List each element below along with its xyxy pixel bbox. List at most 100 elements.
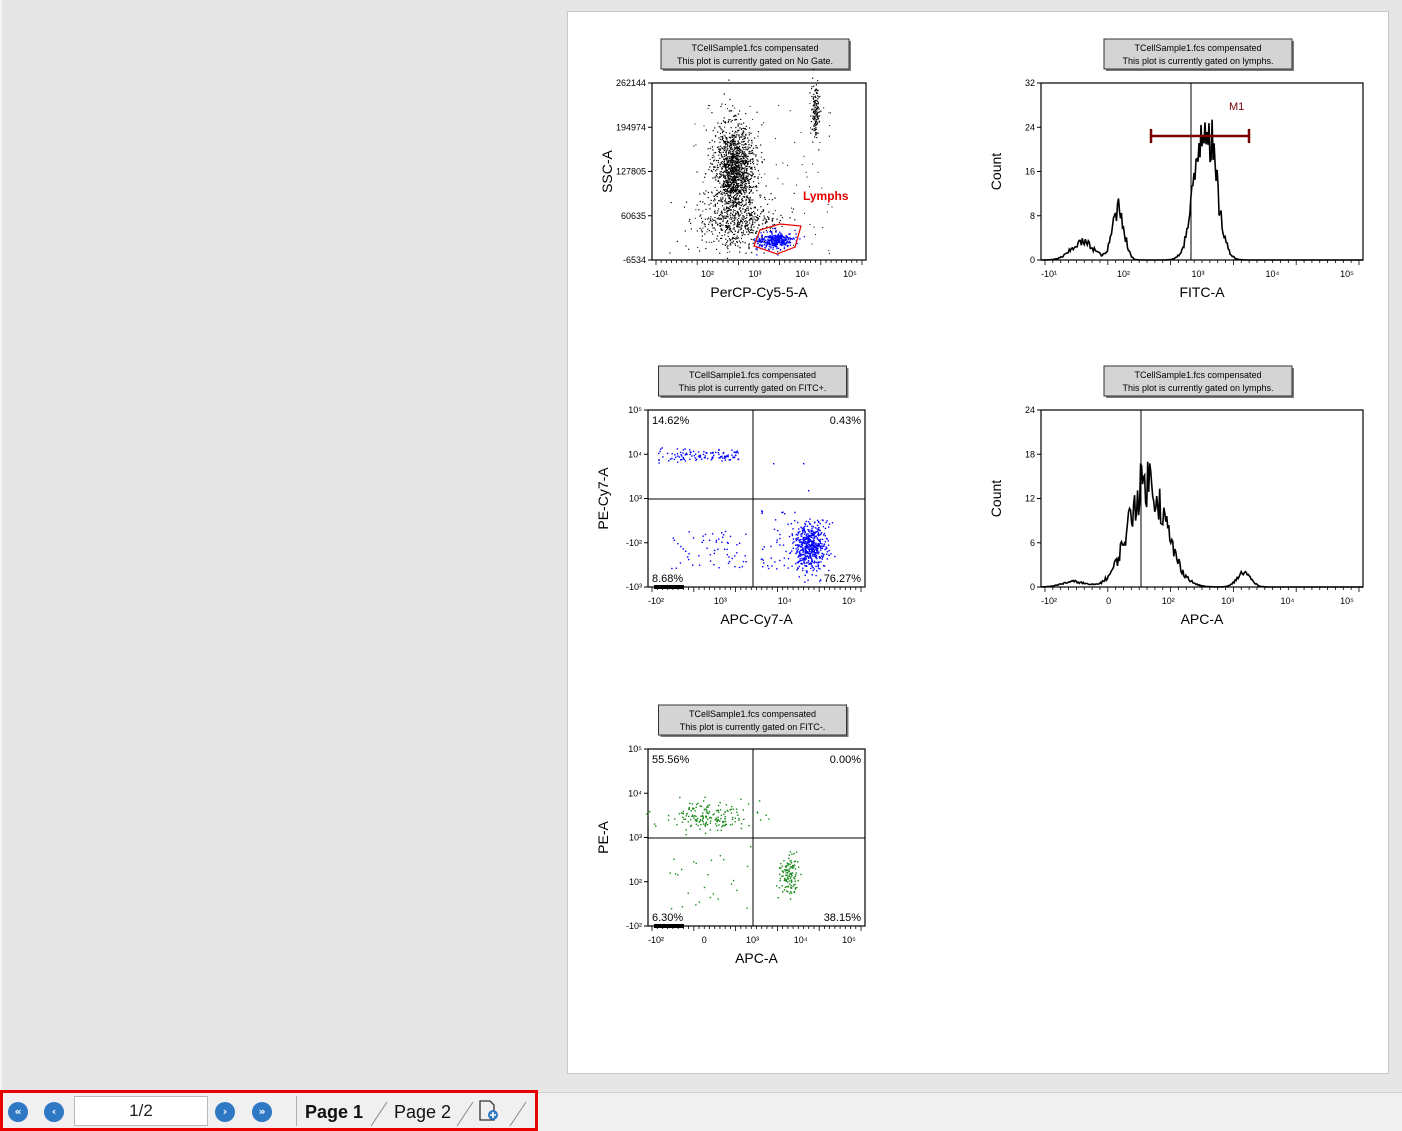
event-dot (721, 171, 723, 173)
event-dot (746, 228, 748, 231)
event-dot (649, 810, 651, 813)
add-page-icon[interactable] (477, 1099, 501, 1123)
event-dot (712, 814, 714, 816)
last-page-icon[interactable]: » (252, 1102, 272, 1122)
event-dot (722, 171, 724, 174)
y-tick-label: 60635 (621, 211, 646, 221)
event-dot (748, 152, 750, 155)
event-dot (754, 186, 757, 188)
event-dot (753, 186, 755, 188)
event-dot (733, 178, 736, 180)
event-dot (716, 218, 718, 220)
event-dot (724, 171, 726, 173)
event-dot (812, 569, 814, 572)
page-number-input[interactable] (74, 1096, 208, 1126)
event-dot (698, 250, 701, 252)
event-dot (726, 548, 728, 551)
first-page-icon[interactable]: « (8, 1102, 28, 1122)
event-dot (732, 189, 735, 192)
event-dot (744, 209, 746, 211)
event-dot (717, 167, 719, 169)
event-dot (813, 555, 815, 558)
event-dot (753, 218, 755, 220)
event-dot (790, 862, 793, 864)
event-dot (733, 201, 735, 203)
event-dot (786, 876, 789, 879)
event-dot (768, 818, 770, 820)
event-dot (710, 216, 712, 218)
tab-page-1[interactable]: Page 1 (305, 1102, 364, 1122)
event-dot (757, 227, 759, 229)
x-tick-label: 10³ (1191, 269, 1204, 279)
event-dot (777, 251, 779, 253)
event-dot (711, 457, 713, 459)
event-dot (772, 224, 774, 226)
event-dot (821, 556, 824, 559)
event-dot (734, 223, 736, 225)
event-dot (675, 456, 677, 458)
event-dot (818, 115, 820, 117)
event-dot (738, 189, 740, 191)
event-dot (673, 858, 675, 860)
event-dot (718, 148, 720, 150)
event-dot (829, 125, 831, 127)
event-dot (680, 868, 683, 871)
event-dot (729, 209, 731, 211)
event-dot (727, 562, 730, 565)
event-dot (743, 189, 745, 191)
quadrant-ur-pct: 0.43% (830, 415, 861, 427)
event-dot (798, 539, 800, 541)
event-dot (737, 171, 739, 174)
event-dot (708, 230, 710, 232)
event-dot (773, 240, 775, 242)
event-dot (761, 228, 764, 230)
event-dot (710, 202, 712, 204)
next-page-icon[interactable]: › (215, 1102, 235, 1122)
event-dot (781, 234, 783, 236)
event-dot (734, 155, 736, 157)
event-dot (752, 199, 754, 201)
event-dot (735, 155, 737, 158)
event-dot (753, 176, 756, 178)
event-dot (802, 549, 804, 552)
event-dot (729, 178, 731, 180)
event-dot (801, 547, 804, 549)
event-dot (727, 175, 729, 178)
event-dot (730, 127, 732, 129)
event-dot (795, 236, 797, 239)
event-dot (733, 143, 735, 145)
event-dot (828, 112, 830, 114)
event-dot (752, 118, 754, 120)
event-dot (691, 814, 694, 816)
event-dot (739, 151, 742, 153)
event-dot (807, 537, 809, 539)
event-dot (785, 550, 787, 553)
previous-page-icon[interactable]: ‹ (44, 1102, 64, 1122)
event-dot (815, 106, 817, 108)
event-dot (734, 157, 736, 159)
event-dot (814, 100, 816, 102)
event-dot (767, 242, 769, 245)
event-dot (744, 185, 747, 187)
event-dot (716, 192, 719, 194)
event-dot (653, 823, 656, 825)
event-dot (797, 544, 799, 546)
event-dot (723, 176, 725, 178)
event-dot (764, 240, 766, 243)
event-dot (736, 203, 738, 205)
event-dot (682, 548, 684, 550)
event-dot (723, 192, 725, 195)
event-dot (751, 211, 753, 214)
event-dot (737, 140, 739, 143)
event-dot (761, 124, 763, 126)
event-dot (717, 180, 720, 183)
event-dot (722, 189, 725, 191)
tab-page-2[interactable]: Page 2 (394, 1102, 452, 1122)
histogram-trace (1041, 461, 1363, 588)
event-dot (754, 206, 756, 208)
event-dot (778, 236, 780, 239)
event-dot (741, 128, 743, 130)
event-dot (743, 191, 745, 193)
event-dot (769, 227, 771, 229)
event-dot (744, 137, 746, 139)
